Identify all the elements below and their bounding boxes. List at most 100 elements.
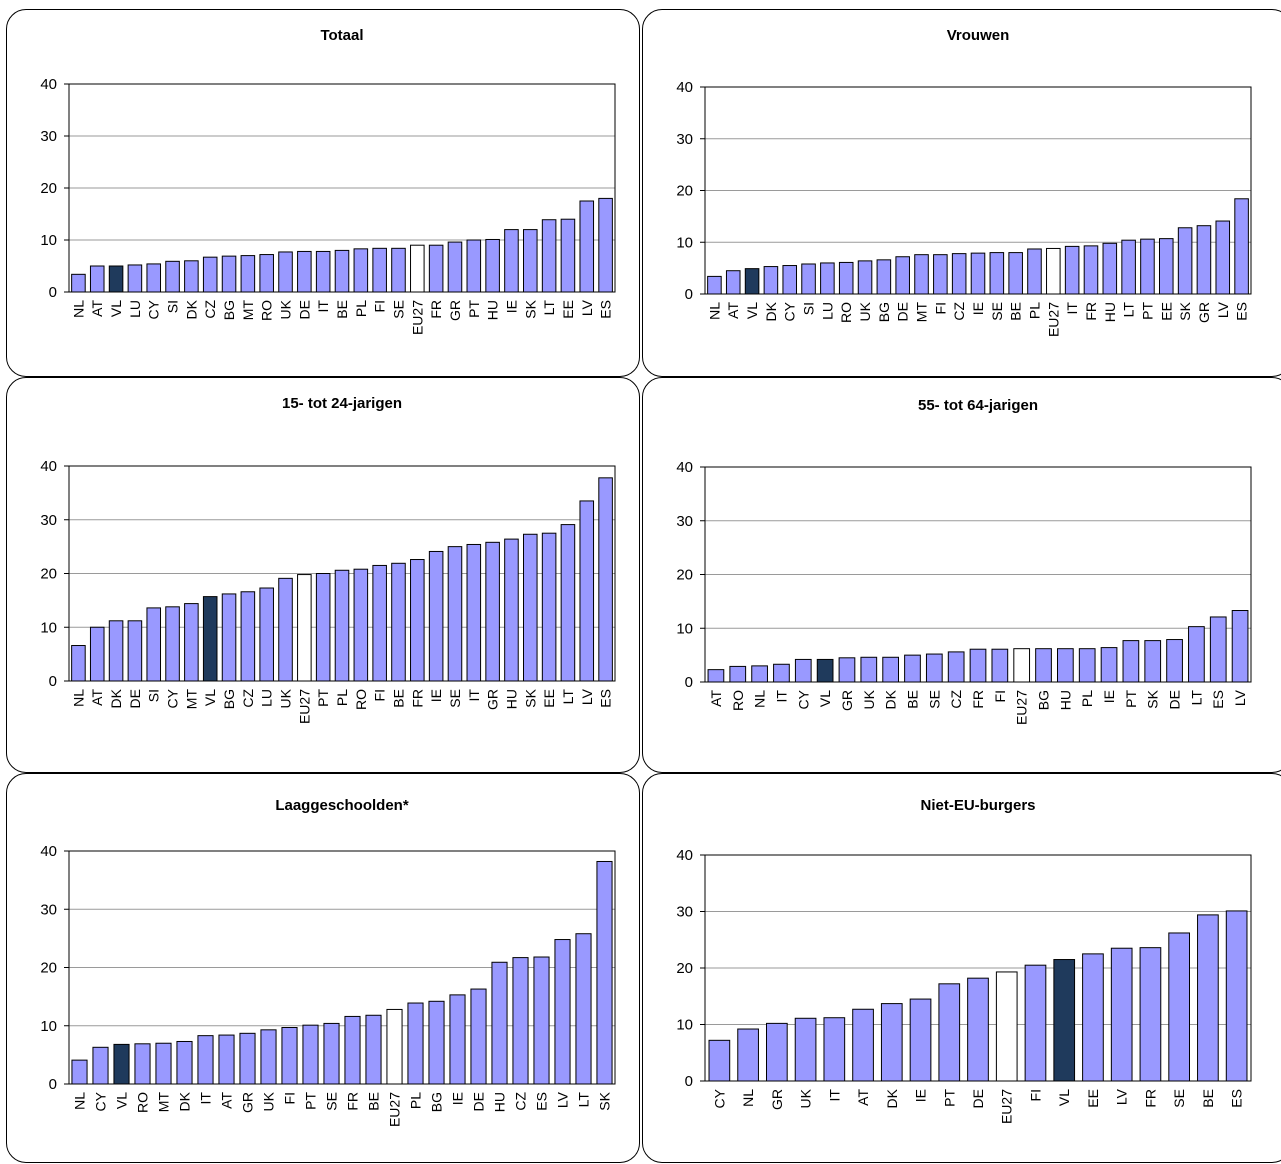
bar-hu [1057,648,1074,683]
x-tick-label: AT [219,1092,235,1109]
x-tick-label: IE [913,1089,929,1102]
x-tick-label: FI [372,300,388,312]
bar-ee [541,532,557,682]
bar-sk [1144,640,1162,683]
y-tick-label: 20 [40,960,57,977]
bar-pt [466,239,482,293]
x-tick-label: EU27 [409,300,425,335]
bar-lv [1215,220,1231,295]
x-tick-label: SK [1177,301,1193,320]
x-tick-label: VL [108,300,124,317]
y-tick-label: 0 [685,674,693,691]
chart-title: 55- tot 64-jarigen [918,397,1038,414]
bar-uk [260,1029,277,1085]
bar-de [967,977,989,1082]
bar-dk [880,1003,903,1082]
x-tick-label: LT [560,689,576,705]
x-tick-label: BG [221,300,237,320]
chart-svg: Totaal 0 10 20 30 40 NL AT VL LU CY SI DK CZ BG MT RO UK D… [40,27,616,335]
y-tick-label: 20 [40,566,57,583]
bar-ee [1082,953,1104,1082]
y-tick-label: 0 [685,1073,693,1090]
x-tick-label: FR [345,1092,361,1111]
bar-lv [579,500,595,682]
bar-eu27 [386,1008,403,1085]
x-tick-label: IT [1064,302,1080,315]
bar-lt [1121,239,1136,295]
x-tick-label: RO [135,1092,151,1113]
bar-ro [838,261,854,295]
x-tick-label: VL [202,689,218,706]
bar-de [127,620,143,682]
y-tick-label: 0 [685,286,693,303]
chart-title: Totaal [320,27,363,44]
x-tick-label: DE [1167,690,1183,709]
x-tick-label: MT [156,1092,172,1113]
chart-svg: 15- tot 24-jarigen 0 10 20 30 40 NL AT DK DE SI CY M… [40,395,616,724]
x-tick-label: SE [926,690,942,709]
x-tick-label: BE [390,689,406,708]
x-tick-label: BE [1200,1089,1216,1108]
bar-eu27 [1046,247,1061,295]
x-tick-label: FI [372,689,388,701]
bar-dk [176,1040,193,1085]
bar-fi [281,1027,298,1085]
bar-it [773,663,790,683]
x-tick-label: NL [72,1092,88,1110]
bar-lu [127,264,143,293]
x-tick-label: AT [89,300,105,317]
bar-se [1168,932,1190,1082]
bar-at [89,265,105,293]
x-tick-label: IE [503,300,519,313]
x-tick-label: CZ [951,302,967,321]
chart-title: Vrouwen [947,27,1010,44]
bar-hu [485,238,500,293]
bar-cz [512,957,529,1085]
x-tick-label: SK [597,1091,613,1110]
bar-fr [1083,245,1099,295]
x-tick-label: FR [1083,302,1099,321]
x-tick-label: SE [390,300,406,319]
x-tick-label: IT [773,690,789,703]
bar-gr [485,541,500,682]
y-tick-label: 10 [676,620,693,637]
x-tick-label: ES [1234,302,1250,321]
bar-ie [909,998,932,1082]
bar-se [989,252,1005,295]
bar-cz [202,256,218,293]
x-tick-label: CY [93,1091,109,1111]
x-tick-label: CY [711,1088,727,1108]
bar-hu [504,538,519,682]
bar-se [925,653,943,683]
x-tick-label: BE [1008,302,1024,321]
x-tick-label: ES [598,689,614,708]
bar-lt [541,219,557,293]
x-tick-label: SK [522,688,538,707]
x-tick-label: LT [541,300,557,316]
x-tick-label: BE [334,300,350,319]
x-tick-label: IE [1101,690,1117,703]
bar-nl [71,273,86,293]
bar-pl [407,1002,424,1085]
bar-nl [71,1059,88,1085]
bar-se [323,1022,340,1085]
bar-ro [259,254,274,293]
bar-es [533,956,550,1085]
bar-mt [155,1042,172,1085]
bar-eu27 [1013,648,1031,683]
x-tick-label: CY [165,688,181,708]
x-tick-label: BG [1036,690,1052,710]
x-tick-label: UK [861,689,877,709]
bar-lv [579,200,595,293]
x-tick-label: HU [503,689,519,709]
bar-fi [372,564,387,682]
bar-be [391,562,406,682]
x-tick-label: BE [904,690,920,709]
x-tick-label: SI [801,302,817,315]
x-tick-label: RO [353,689,369,710]
bar-uk [278,251,293,293]
x-tick-label: LV [579,299,595,316]
x-tick-label: SI [146,689,162,702]
bar-mt [914,254,929,295]
x-tick-label: CZ [202,300,218,319]
